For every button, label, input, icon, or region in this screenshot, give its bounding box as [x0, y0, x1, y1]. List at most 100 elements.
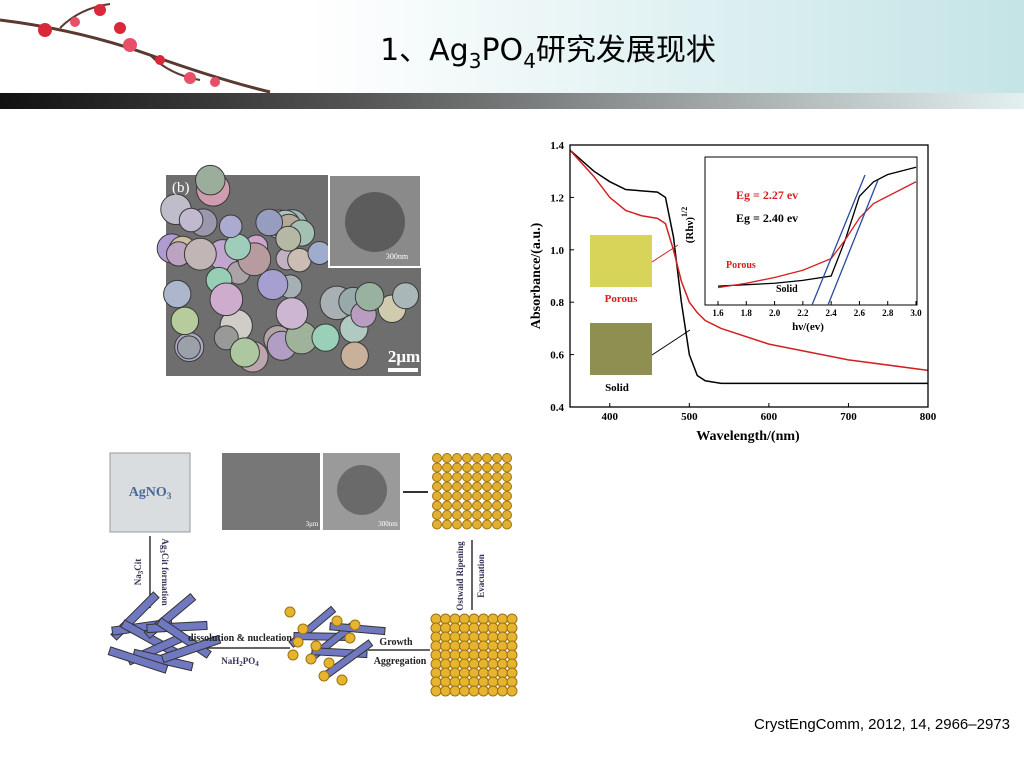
- gold-sphere: [462, 519, 472, 530]
- y-tick-label: 0.4: [550, 402, 564, 414]
- scheme-label: Growth: [379, 637, 413, 648]
- gold-sphere: [430, 685, 442, 697]
- scale-label: 300nm: [378, 520, 398, 528]
- x-tick-label: 2.6: [854, 308, 866, 318]
- photo-label: Solid: [605, 382, 629, 394]
- label-sub: 2: [239, 660, 243, 668]
- scheme-label: Na3Cit: [133, 559, 145, 586]
- gold-sphere: [432, 519, 442, 530]
- sem-particle: [213, 325, 239, 351]
- gold-sphere: [492, 481, 502, 492]
- gold-sphere: [442, 481, 452, 492]
- synthesis-scheme: [107, 452, 518, 697]
- gold-sphere: [284, 606, 296, 618]
- sem-particle: [170, 306, 200, 336]
- inset-y-label-sup: 1/2: [680, 207, 689, 217]
- gold-sphere: [502, 510, 512, 520]
- label-sub: 4: [255, 660, 259, 668]
- gold-sphere: [492, 453, 502, 463]
- sem-thumb: [222, 453, 320, 530]
- gold-sphere: [462, 453, 472, 463]
- gold-sphere: [482, 491, 492, 501]
- gold-sphere: [336, 674, 348, 686]
- inset-chart: 1.6 1.8 2.0 2.2 2.4 2.6 2.8 3.0: [712, 166, 922, 318]
- gold-sphere: [472, 519, 482, 530]
- gold-sphere: [292, 636, 304, 648]
- gold-sphere: [502, 500, 512, 511]
- gold-sphere: [478, 685, 489, 697]
- sem-particle: [311, 323, 340, 352]
- y-axis-label: Absorbance/(a.u.): [529, 222, 544, 329]
- label-part: Ag: [160, 538, 170, 549]
- spectrum-chart: 400 500 600 700 800 0.4 0.6 0.8 1.0 1.2 1.4: [550, 140, 937, 423]
- plot-frame: [569, 144, 929, 408]
- gold-sphere: [497, 685, 508, 697]
- label-part: Na: [133, 574, 143, 585]
- gold-sphere: [323, 657, 335, 669]
- sem-particle: [255, 208, 284, 237]
- gold-sphere: [492, 500, 502, 511]
- scheme-label: Evacuation: [476, 554, 486, 598]
- gold-sphere: [452, 500, 462, 511]
- x-tick-label: 2.0: [769, 308, 781, 318]
- gold-sphere: [482, 462, 492, 473]
- gold-sphere: [452, 519, 462, 530]
- gold-sphere: [432, 491, 442, 501]
- photo-solid: [590, 323, 652, 375]
- sem-particle: [275, 225, 302, 252]
- scheme-label: Ostwald Ripening: [455, 541, 465, 611]
- sem-particle: [163, 279, 192, 309]
- gold-sphere: [442, 462, 452, 473]
- x-tick-label: 2.4: [826, 308, 838, 318]
- title-part: PO: [481, 33, 523, 68]
- sem-particle: [307, 240, 332, 266]
- gold-sphere: [305, 653, 317, 665]
- title-part: 研究发展现状: [536, 33, 716, 68]
- gold-sphere: [462, 472, 472, 482]
- gold-sphere: [349, 619, 361, 631]
- scheme-label: Ag3Cit formation: [158, 538, 170, 605]
- eg-annotation: Eg = 2.27 ev: [736, 188, 798, 202]
- gold-sphere: [432, 462, 442, 473]
- rod: [160, 634, 222, 664]
- sem-particle: [195, 164, 226, 196]
- series-line: [717, 181, 917, 289]
- inset-frame: [704, 156, 918, 306]
- gold-sphere: [440, 685, 451, 697]
- series-line: [569, 149, 929, 372]
- gold-sphere: [502, 491, 512, 501]
- sem-particle: [176, 335, 201, 360]
- sem-particle: [340, 341, 369, 370]
- scale-label: 2μm: [388, 347, 420, 366]
- pointer-arrow: [651, 329, 691, 356]
- gold-sphere: [462, 510, 472, 520]
- gold-sphere: [472, 491, 482, 501]
- x-tick-label: 1.8: [741, 308, 753, 318]
- y-tick-label: 0.8: [550, 297, 564, 309]
- gold-sphere: [331, 615, 343, 627]
- blossom-flower: [123, 38, 137, 52]
- panel-label: (b): [172, 180, 190, 196]
- label-sub: 3: [158, 549, 166, 553]
- label-part: Cit formation: [160, 553, 170, 606]
- x-tick-label: 500: [681, 411, 698, 423]
- gold-sphere: [492, 491, 502, 501]
- gold-sphere: [442, 453, 452, 463]
- y-tick-label: 1.0: [550, 245, 564, 257]
- gold-sphere: [487, 685, 499, 697]
- x-tick-label: 400: [602, 411, 619, 423]
- gold-sphere: [472, 500, 482, 511]
- gold-sphere: [462, 462, 472, 473]
- gold-sphere: [482, 500, 492, 511]
- gold-sphere: [442, 519, 452, 530]
- inset-y-label: (Rhν)1/2: [680, 207, 696, 244]
- gold-sphere: [482, 453, 492, 463]
- inset-series-label: Porous: [726, 260, 756, 271]
- x-tick-label: 700: [840, 411, 857, 423]
- inset-series-label: Solid: [776, 284, 798, 295]
- gold-sphere: [492, 462, 502, 473]
- sem-particle: [178, 207, 204, 233]
- gold-sphere: [472, 481, 482, 492]
- gold-sphere: [468, 685, 480, 697]
- sem-particle: [392, 282, 420, 310]
